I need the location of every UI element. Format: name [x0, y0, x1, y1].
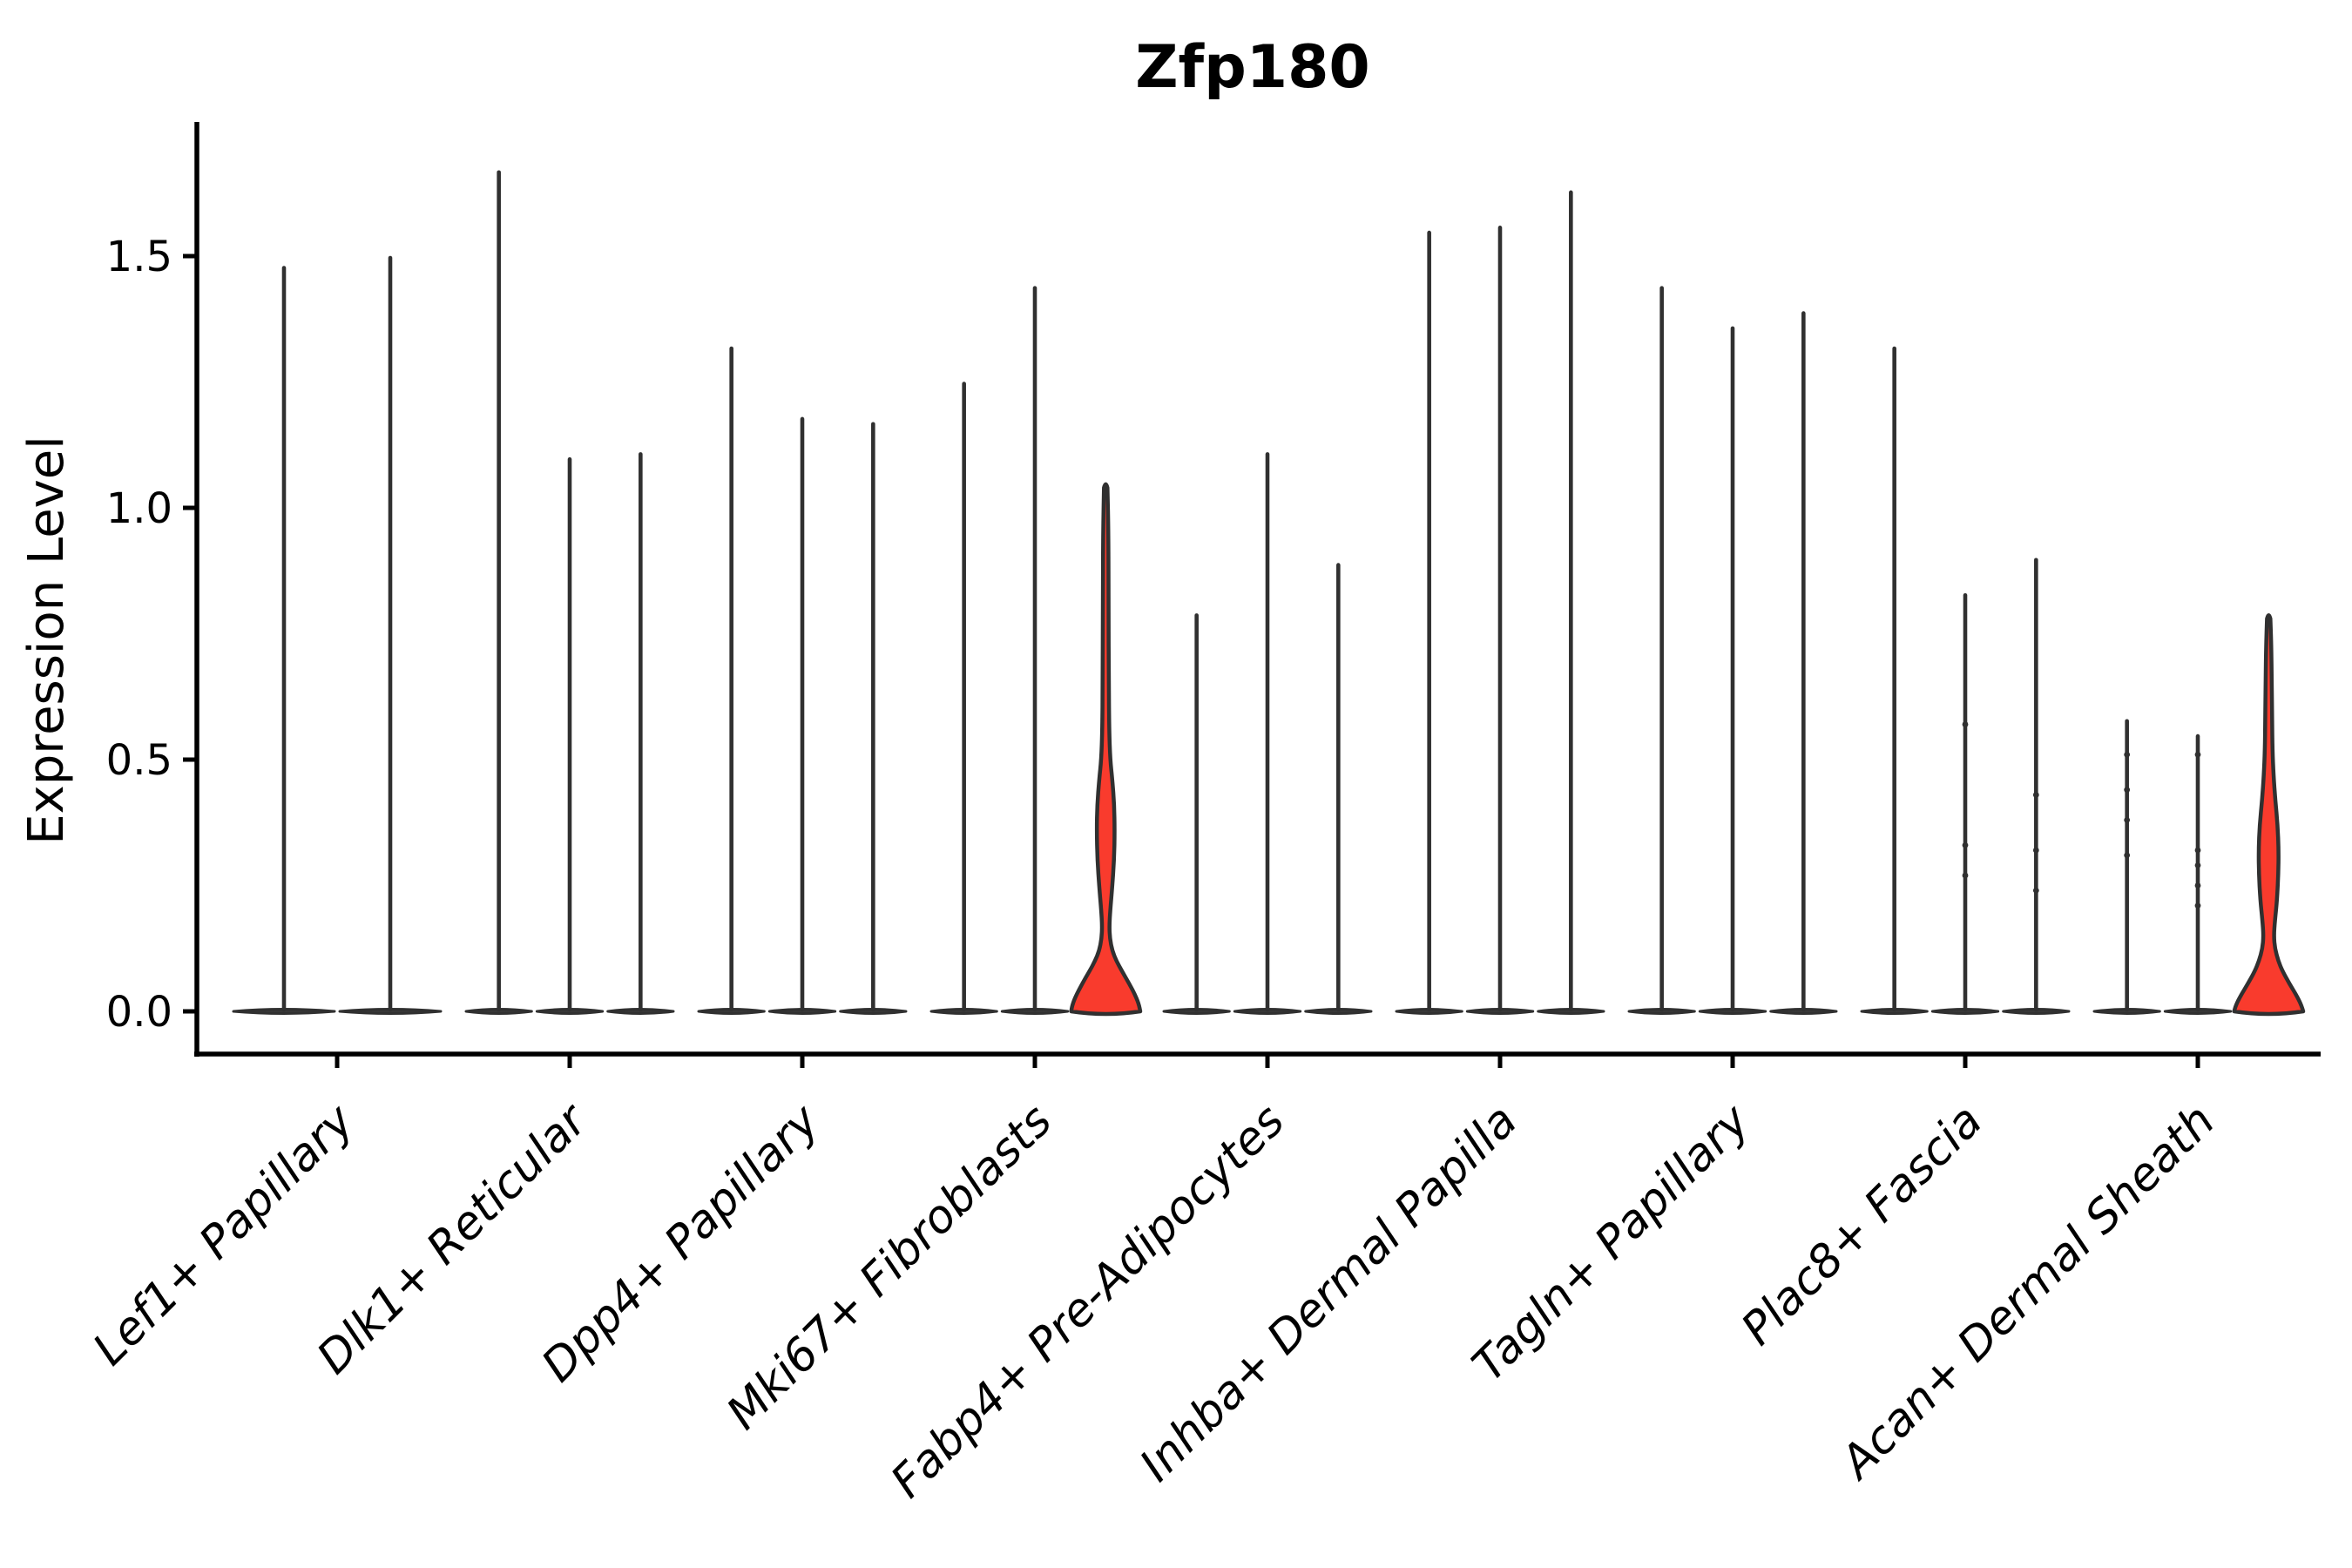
x-tick-label: Inhba+ Dermal Papilla	[1130, 1095, 1527, 1492]
cell-dot	[2194, 902, 2201, 909]
y-axis-label: Expression Level	[18, 436, 75, 845]
cell-dot	[2124, 787, 2131, 794]
violin-group	[1395, 190, 1605, 1015]
chart-title: Zfp180	[1135, 33, 1370, 102]
x-tick-label: Fabp4+ Pre-Adipocytes	[882, 1095, 1295, 1509]
axes: 0.0 0.5 1.0 1.5	[106, 122, 2321, 1068]
cell-dot	[2124, 852, 2131, 859]
violin-highlighted	[2232, 612, 2306, 1017]
cell-dot	[2124, 751, 2131, 758]
violin-highlighted	[1069, 482, 1143, 1017]
violin-group	[929, 286, 1143, 1017]
cell-dot	[2194, 882, 2201, 889]
cell-dot	[2124, 816, 2131, 823]
violins	[232, 170, 2306, 1017]
cell-dot	[2194, 862, 2201, 868]
violin-group	[697, 346, 908, 1015]
cell-dot	[2032, 847, 2039, 854]
violin-group	[1860, 346, 2071, 1015]
y-tick-label: 1.5	[106, 233, 172, 281]
violin-group	[2092, 612, 2306, 1017]
x-tick-label: Plac8+ Fascia	[1732, 1095, 1992, 1355]
cell-dot	[1962, 872, 1969, 879]
x-tick-label: Acan+ Dermal Sheath	[1829, 1095, 2225, 1490]
cell-dot	[2194, 847, 2201, 854]
violin-group	[1627, 286, 1838, 1015]
y-tick-label: 0.5	[106, 736, 172, 785]
cell-dot	[1962, 841, 1969, 848]
violin-group	[1162, 452, 1373, 1015]
cell-dot	[2194, 751, 2201, 758]
y-tick-label: 1.0	[106, 484, 172, 533]
cell-dot	[2032, 792, 2039, 798]
cell-dot	[2032, 887, 2039, 894]
violin-group	[232, 255, 443, 1015]
violin-group	[464, 170, 675, 1015]
cell-dot	[1962, 721, 1969, 727]
y-tick-label: 0.0	[106, 988, 172, 1037]
